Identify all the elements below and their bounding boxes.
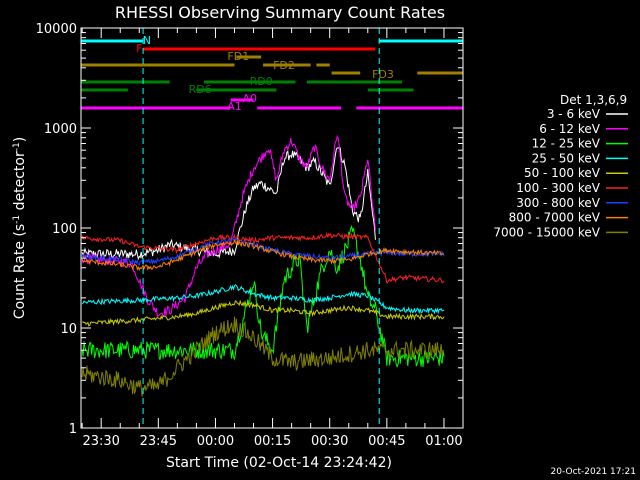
x-tick-label: 23:30: [82, 434, 119, 449]
x-tick-label: 00:45: [368, 434, 405, 449]
legend-label: 800 - 7000 keV: [509, 211, 601, 225]
series-line: [81, 237, 445, 266]
legend-label: 12 - 25 keV: [532, 137, 601, 151]
series-line: [81, 238, 445, 272]
x-tick-label: 01:00: [425, 434, 462, 449]
x-tick-label: 23:45: [140, 434, 177, 449]
flag-label: N: [143, 34, 151, 47]
legend-title: Det 1,3,6,9: [560, 93, 627, 107]
flag-label: A0: [242, 92, 257, 105]
y-tick-label: 10: [60, 322, 77, 337]
series-line: [81, 316, 445, 397]
legend-label: 7000 - 15000 keV: [493, 225, 600, 239]
legend-label: 50 - 100 keV: [524, 166, 601, 180]
footer-timestamp: 20-Oct-2021 17:21: [551, 467, 636, 477]
flag-label: RD0: [250, 75, 273, 88]
y-tick-label: 1000: [44, 122, 77, 137]
series-line: [81, 284, 445, 315]
flag-label: FD2: [273, 59, 295, 72]
series-line: [81, 225, 445, 368]
legend-label: 100 - 300 keV: [516, 181, 600, 195]
x-tick-label: 00:30: [311, 434, 348, 449]
series-line: [81, 299, 445, 327]
legend-label: 300 - 800 keV: [516, 196, 600, 210]
x-tick-label: 00:15: [254, 434, 291, 449]
legend-label: 3 - 6 keV: [547, 107, 601, 121]
y-tick-label: 1: [69, 422, 77, 437]
flag-label: F: [136, 42, 142, 55]
flag-label: FD1: [227, 50, 249, 63]
legend-label: 25 - 50 keV: [532, 151, 601, 165]
series-line: [81, 134, 376, 319]
flag-label: FD3: [372, 68, 394, 81]
y-axis-label: Count Rate (s-1 detector-1): [12, 137, 28, 319]
y-tick-label: 100: [52, 222, 77, 237]
chart-title: RHESSI Observing Summary Count Rates: [115, 3, 445, 22]
series-line: [81, 231, 445, 284]
y-tick-label: 10000: [36, 22, 77, 37]
flag-label: RD6: [189, 83, 212, 96]
x-axis-label: Start Time (02-Oct-14 23:24:42): [166, 455, 392, 471]
series-line: [81, 147, 376, 261]
legend-label: 6 - 12 keV: [539, 122, 601, 136]
flag-label: A1: [227, 100, 242, 113]
x-tick-label: 00:00: [197, 434, 234, 449]
